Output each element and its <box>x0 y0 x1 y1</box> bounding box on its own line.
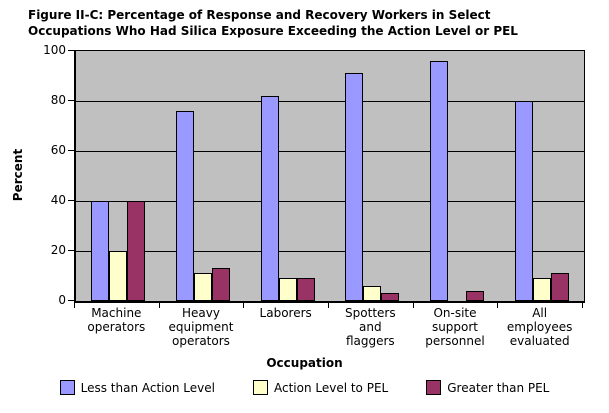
x-tick-mark-0 <box>74 302 75 308</box>
y-tick-label-60: 60 <box>50 143 66 157</box>
x-tick-mark-3 <box>328 302 329 308</box>
bar-action-level-to-pel-laborers <box>278 278 297 301</box>
x-tick-mark-4 <box>413 302 414 308</box>
x-category-label-heavy-equipment-operators: Heavy equipment operators <box>168 306 234 348</box>
bar-greater-than-pel-machine-operators <box>127 201 146 301</box>
y-tick-mark-0 <box>68 300 74 301</box>
legend-swatch-greater-than-pel <box>426 380 442 395</box>
y-tick-mark-60 <box>68 150 74 151</box>
legend-item-action-level-to-pel: Action Level to PEL <box>252 380 389 395</box>
bar-action-level-to-pel-spotters-and-flaggers <box>363 286 382 301</box>
x-tick-mark-2 <box>243 302 244 308</box>
bar-group-all-employees-evaluated <box>499 51 584 301</box>
x-category-label-on-site-support-personnel: On-site support personnel <box>425 306 485 348</box>
legend-item-greater-than-pel: Greater than PEL <box>426 380 549 395</box>
x-tick-mark-6 <box>582 302 583 308</box>
x-category-label-machine-operators: Machine operators <box>87 306 146 334</box>
bar-greater-than-pel-all-employees-evaluated <box>550 273 569 301</box>
bar-less-than-action-level-heavy-equipment-operators <box>175 111 194 301</box>
bar-group-laborers <box>245 51 330 301</box>
legend-swatch-less-than-action-level <box>59 380 75 395</box>
y-tick-label-80: 80 <box>50 93 66 107</box>
bar-less-than-action-level-laborers <box>260 96 279 301</box>
bar-greater-than-pel-on-site-support-personnel <box>465 291 484 301</box>
bar-group-machine-operators <box>76 51 161 301</box>
bar-group-heavy-equipment-operators <box>161 51 246 301</box>
bar-greater-than-pel-laborers <box>296 278 315 301</box>
plot-area <box>74 50 585 303</box>
x-axis-title: Occupation <box>266 356 343 370</box>
bar-less-than-action-level-on-site-support-personnel <box>429 61 448 301</box>
gridline-40 <box>76 201 584 202</box>
y-tick-mark-40 <box>68 200 74 201</box>
bar-action-level-to-pel-machine-operators <box>109 251 128 301</box>
bar-greater-than-pel-spotters-and-flaggers <box>381 293 400 301</box>
x-tick-mark-5 <box>497 302 498 308</box>
bar-group-on-site-support-personnel <box>415 51 500 301</box>
legend-item-less-than-action-level: Less than Action Level <box>59 380 215 395</box>
x-category-label-all-employees-evaluated: All employees evaluated <box>506 306 573 348</box>
y-tick-label-0: 0 <box>58 293 66 307</box>
bar-action-level-to-pel-all-employees-evaluated <box>532 278 551 301</box>
legend: Less than Action Level Action Level to PE… <box>0 380 609 395</box>
legend-swatch-action-level-to-pel <box>252 380 268 395</box>
x-tick-mark-1 <box>159 302 160 308</box>
x-category-label-spotters-and-flaggers: Spotters and flaggers <box>345 306 396 348</box>
bar-group-spotters-and-flaggers <box>330 51 415 301</box>
legend-label-greater-than-pel: Greater than PEL <box>447 380 550 395</box>
legend-label-less-than-action-level: Less than Action Level <box>80 380 215 395</box>
legend-label-action-level-to-pel: Action Level to PEL <box>273 380 389 395</box>
y-tick-mark-80 <box>68 100 74 101</box>
y-tick-label-40: 40 <box>50 193 66 207</box>
bar-action-level-to-pel-heavy-equipment-operators <box>193 273 212 301</box>
y-tick-label-100: 100 <box>43 43 66 57</box>
y-tick-mark-100 <box>68 50 74 51</box>
bar-greater-than-pel-heavy-equipment-operators <box>211 268 230 301</box>
y-tick-label-20: 20 <box>50 243 66 257</box>
x-category-label-laborers: Laborers <box>259 306 312 320</box>
y-tick-mark-20 <box>68 250 74 251</box>
bar-less-than-action-level-spotters-and-flaggers <box>345 73 364 301</box>
y-axis-title: Percent <box>11 148 25 202</box>
gridline-80 <box>76 101 584 102</box>
gridline-20 <box>76 251 584 252</box>
bar-less-than-action-level-all-employees-evaluated <box>514 101 533 301</box>
chart-title: Figure II-C: Percentage of Response and … <box>28 8 518 38</box>
bar-less-than-action-level-machine-operators <box>91 201 110 301</box>
gridline-60 <box>76 151 584 152</box>
